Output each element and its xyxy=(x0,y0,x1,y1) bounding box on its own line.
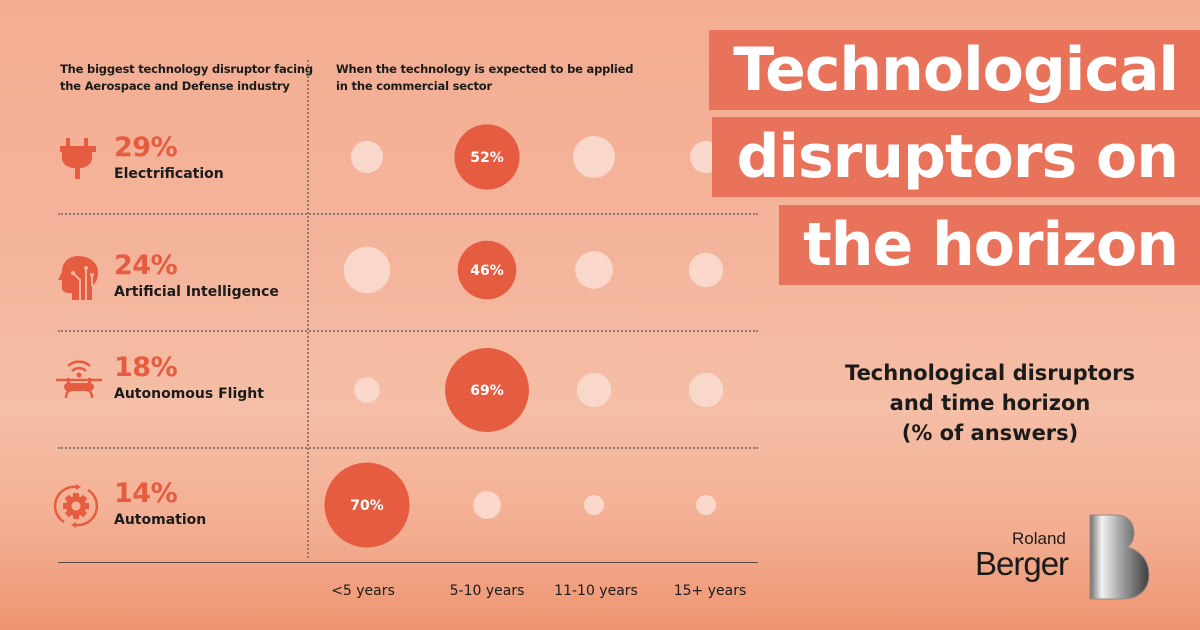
logo-text: Roland xyxy=(1012,529,1066,548)
category-name: Electrification xyxy=(114,166,224,182)
subtitle-line: (% of answers) xyxy=(901,421,1079,445)
logo-b-mark xyxy=(1089,514,1150,600)
bubble-label: 70% xyxy=(350,498,384,514)
subtitle-line: and time horizon xyxy=(889,391,1091,415)
bubble xyxy=(576,372,612,408)
title-line: Technological xyxy=(709,30,1200,110)
category-name: Artificial Intelligence xyxy=(114,284,279,300)
x-tick-label: <5 years xyxy=(331,583,395,599)
bubble xyxy=(343,246,391,294)
subtitle-line: Technological disruptors xyxy=(845,361,1135,385)
bubble xyxy=(445,348,529,432)
category-percent: 18% xyxy=(114,352,178,383)
title-line: disruptors on xyxy=(712,117,1200,197)
x-tick-label: 15+ years xyxy=(673,583,747,599)
bubble xyxy=(473,491,501,519)
x-tick-label: 11-10 years xyxy=(554,583,638,599)
category-name: Automation xyxy=(114,512,207,528)
bubble xyxy=(324,462,410,548)
header-line: The biggest technology disruptor facing xyxy=(60,62,313,76)
category-percent: 24% xyxy=(114,250,178,281)
x-axis-line xyxy=(58,562,758,563)
bubble xyxy=(354,377,380,403)
logo-text: Berger xyxy=(975,545,1069,582)
bubble-label: 52% xyxy=(470,150,504,166)
bubble-chart: 52% 46% 69% 70% xyxy=(324,124,724,548)
drone-icon xyxy=(56,360,102,399)
row-divider xyxy=(58,447,758,449)
bubble xyxy=(575,251,613,289)
title-line: the horizon xyxy=(779,205,1200,285)
row-divider xyxy=(58,213,758,215)
x-tick-label: 5-10 years xyxy=(449,583,525,599)
bubble xyxy=(688,372,724,408)
bubble xyxy=(583,494,605,516)
chart-subtitle: Technological disruptors and time horizo… xyxy=(830,358,1150,448)
left-column-header: The biggest technology disruptor facing … xyxy=(60,61,313,95)
header-line: When the technology is expected to be ap… xyxy=(336,62,634,76)
category-percent: 29% xyxy=(114,132,178,163)
bubble xyxy=(457,240,517,300)
category-name: Autonomous Flight xyxy=(114,386,264,402)
header-line: in the commercial sector xyxy=(336,79,492,93)
bubble-label: 69% xyxy=(470,383,504,399)
row-divider xyxy=(58,330,758,332)
bubble xyxy=(454,124,520,190)
header-line: the Aerospace and Defense industry xyxy=(60,79,290,93)
category-percent: 14% xyxy=(114,478,178,509)
plug-icon xyxy=(60,138,96,179)
right-column-header: When the technology is expected to be ap… xyxy=(336,61,633,95)
bubble xyxy=(572,135,616,179)
vertical-divider xyxy=(307,60,309,558)
ai-head-icon xyxy=(58,256,98,300)
gear-cycle-icon xyxy=(54,484,98,528)
bubble xyxy=(350,140,384,174)
bubble xyxy=(695,494,717,516)
bubble-label: 46% xyxy=(470,263,504,279)
bubble xyxy=(688,252,724,288)
